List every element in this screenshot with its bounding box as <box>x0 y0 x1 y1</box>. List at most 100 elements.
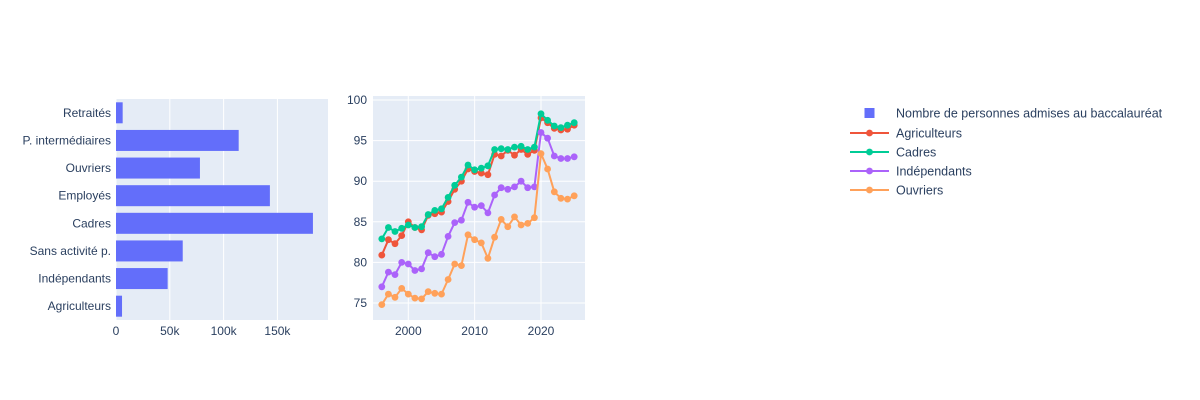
data-point-agriculteurs[interactable] <box>477 169 485 177</box>
data-point-cadres[interactable] <box>424 211 432 218</box>
data-point-ind-pendants[interactable] <box>464 198 472 206</box>
data-point-ind-pendants[interactable] <box>398 259 406 266</box>
data-point-ind-pendants[interactable] <box>504 185 512 193</box>
data-point-cadres[interactable] <box>570 119 578 127</box>
data-point-ouvriers[interactable] <box>544 165 551 173</box>
bar-cadres[interactable] <box>116 212 313 234</box>
bar-p-interm-diaires[interactable] <box>116 129 239 151</box>
legend-item-ouvriers[interactable]: Ouvriers <box>850 184 943 198</box>
data-point-cadres[interactable] <box>464 161 472 169</box>
data-point-ouvriers[interactable] <box>411 294 419 302</box>
data-point-ind-pendants[interactable] <box>531 183 538 191</box>
data-point-ouvriers[interactable] <box>517 221 525 229</box>
legend-item-cadres[interactable]: Cadres <box>850 146 936 160</box>
data-point-ouvriers[interactable] <box>424 288 432 295</box>
data-point-agriculteurs[interactable] <box>391 240 399 248</box>
data-point-ind-pendants[interactable] <box>411 267 419 274</box>
data-point-ouvriers[interactable] <box>511 213 518 221</box>
data-point-cadres[interactable] <box>504 146 512 153</box>
data-point-cadres[interactable] <box>531 143 538 151</box>
data-point-cadres[interactable] <box>511 143 518 151</box>
data-point-ind-pendants[interactable] <box>451 219 459 227</box>
data-point-ouvriers[interactable] <box>378 301 386 308</box>
data-point-ouvriers[interactable] <box>391 293 399 301</box>
data-point-cadres[interactable] <box>404 221 412 229</box>
data-point-cadres[interactable] <box>524 146 532 153</box>
bar-employ-s[interactable] <box>116 185 270 207</box>
data-point-agriculteurs[interactable] <box>378 251 386 259</box>
data-point-ouvriers[interactable] <box>491 233 498 241</box>
data-point-cadres[interactable] <box>444 194 452 201</box>
legend-item-agriculteurs[interactable]: Agriculteurs <box>850 127 962 141</box>
data-point-ind-pendants[interactable] <box>438 250 445 258</box>
data-point-ouvriers[interactable] <box>550 188 558 196</box>
data-point-ind-pendants[interactable] <box>444 233 452 240</box>
data-point-ouvriers[interactable] <box>431 289 439 297</box>
data-point-cadres[interactable] <box>431 207 439 214</box>
data-point-cadres[interactable] <box>378 235 386 243</box>
data-point-ouvriers[interactable] <box>464 231 472 239</box>
data-point-cadres[interactable] <box>497 145 505 153</box>
data-point-ouvriers[interactable] <box>385 290 392 298</box>
data-point-ind-pendants[interactable] <box>378 283 386 291</box>
data-point-ouvriers[interactable] <box>504 223 512 231</box>
data-point-ind-pendants[interactable] <box>424 249 432 257</box>
data-point-ind-pendants[interactable] <box>564 155 571 162</box>
data-point-ouvriers[interactable] <box>557 194 565 202</box>
data-point-ind-pendants[interactable] <box>484 209 492 217</box>
data-point-ind-pendants[interactable] <box>458 216 465 224</box>
data-point-agriculteurs[interactable] <box>484 171 492 179</box>
data-point-ind-pendants[interactable] <box>517 177 525 185</box>
data-point-ouvriers[interactable] <box>524 220 532 227</box>
data-point-ouvriers[interactable] <box>570 192 578 200</box>
data-point-ind-pendants[interactable] <box>511 183 518 191</box>
legend-item-nombre-de-personnes-admises-au[interactable]: Nombre de personnes admises au baccalaur… <box>864 107 1163 121</box>
data-point-cadres[interactable] <box>544 116 551 124</box>
data-point-cadres[interactable] <box>537 110 545 118</box>
data-point-ouvriers[interactable] <box>471 236 478 244</box>
data-point-cadres[interactable] <box>557 124 565 131</box>
bar-retrait-s[interactable] <box>116 102 123 124</box>
data-point-ind-pendants[interactable] <box>524 184 532 192</box>
data-point-ouvriers[interactable] <box>537 150 545 158</box>
data-point-ind-pendants[interactable] <box>385 268 392 276</box>
data-point-ind-pendants[interactable] <box>391 271 399 278</box>
bar-ind-pendants[interactable] <box>116 268 168 290</box>
data-point-ouvriers[interactable] <box>418 295 425 303</box>
data-point-ouvriers[interactable] <box>484 254 492 262</box>
data-point-ind-pendants[interactable] <box>497 184 505 192</box>
data-point-cadres[interactable] <box>564 121 571 129</box>
data-point-ouvriers[interactable] <box>477 239 485 247</box>
bar-sans-activit-p-[interactable] <box>116 240 183 262</box>
data-point-ind-pendants[interactable] <box>570 153 578 161</box>
data-point-ind-pendants[interactable] <box>544 134 551 142</box>
data-point-cadres[interactable] <box>517 142 525 150</box>
data-point-ind-pendants[interactable] <box>537 129 545 136</box>
data-point-agriculteurs[interactable] <box>385 236 392 244</box>
data-point-cadres[interactable] <box>484 162 492 170</box>
data-point-cadres[interactable] <box>398 224 406 232</box>
data-point-ouvriers[interactable] <box>497 216 505 223</box>
data-point-cadres[interactable] <box>391 228 399 235</box>
data-point-ind-pendants[interactable] <box>550 152 558 160</box>
data-point-ind-pendants[interactable] <box>431 253 439 261</box>
legend-item-ind-pendants[interactable]: Indépendants <box>850 165 972 179</box>
data-point-cadres[interactable] <box>471 166 478 174</box>
data-point-cadres[interactable] <box>418 223 425 231</box>
data-point-agriculteurs[interactable] <box>497 152 505 160</box>
data-point-ouvriers[interactable] <box>564 195 571 203</box>
data-point-ouvriers[interactable] <box>458 262 465 269</box>
data-point-ouvriers[interactable] <box>404 290 412 298</box>
data-point-agriculteurs[interactable] <box>511 151 518 159</box>
data-point-cadres[interactable] <box>385 224 392 231</box>
data-point-ind-pendants[interactable] <box>477 202 485 210</box>
data-point-ouvriers[interactable] <box>444 276 452 283</box>
data-point-agriculteurs[interactable] <box>524 151 532 158</box>
data-point-cadres[interactable] <box>550 122 558 130</box>
data-point-agriculteurs[interactable] <box>398 232 406 240</box>
data-point-ind-pendants[interactable] <box>471 203 478 211</box>
data-point-cadres[interactable] <box>491 146 498 153</box>
data-point-ouvriers[interactable] <box>438 290 445 298</box>
data-point-ind-pendants[interactable] <box>491 191 498 199</box>
bar-ouvriers[interactable] <box>116 157 200 179</box>
